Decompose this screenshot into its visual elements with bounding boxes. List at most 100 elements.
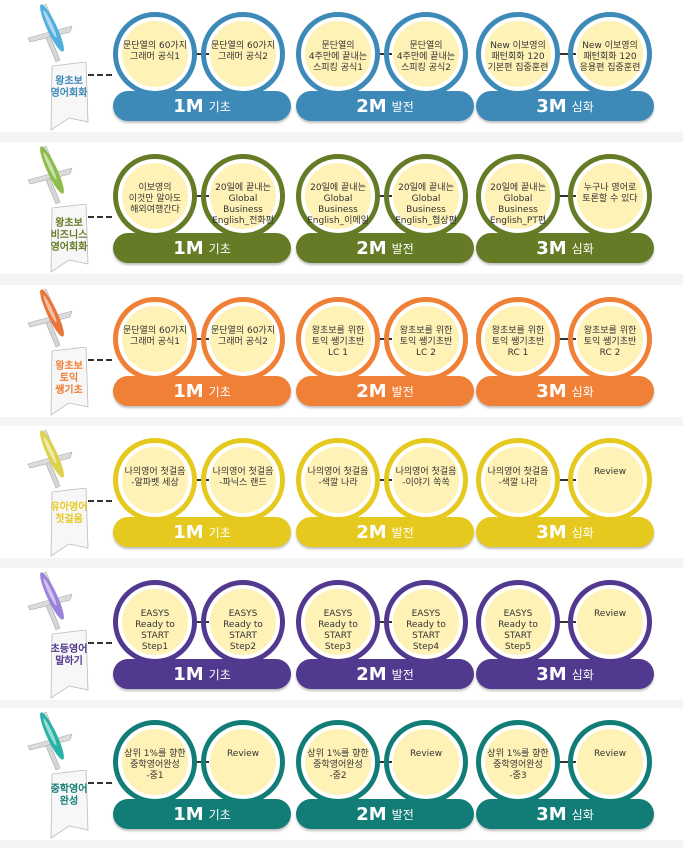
course-step[interactable]: 나의영어 첫걸음 -이야기 쏙쏙 — [384, 438, 468, 522]
course-step[interactable]: EASYS Ready to START Step4 — [384, 580, 468, 664]
course-step[interactable]: Review — [568, 438, 652, 522]
course-step-inner: 문단열의 4주만에 끝내는 스피킹 공식2 — [392, 20, 460, 88]
course-step[interactable]: 문단열의 60가지 그래머 공식2 — [201, 297, 285, 381]
course-step[interactable]: 누구나 영어로 토론할 수 있다 — [568, 154, 652, 238]
course-step[interactable]: Review — [568, 720, 652, 804]
course-step[interactable]: 왕초보를 위한 토익 쌩기초반 RC 2 — [568, 297, 652, 381]
course-step-label: Review — [226, 749, 260, 759]
stage-level: 기초 — [208, 99, 231, 114]
course-step[interactable]: 상위 1%를 향한 중학영어완성 -중3 — [476, 720, 560, 804]
course-step-inner: Review — [209, 728, 277, 796]
course-step[interactable]: EASYS Ready to START Step2 — [201, 580, 285, 664]
stage-level: 기초 — [208, 667, 231, 682]
stage-month: 3M — [536, 237, 567, 259]
course-step-inner: EASYS Ready to START Step2 — [209, 588, 277, 656]
course-step[interactable]: 왕초보를 위한 토익 쌩기초반 LC 2 — [384, 297, 468, 381]
course-banner — [50, 630, 89, 699]
course-step[interactable]: EASYS Ready to START Step3 — [296, 580, 380, 664]
stage-level: 심화 — [571, 384, 594, 399]
course-step-inner: 문단열의 60가지 그래머 공식2 — [209, 305, 277, 373]
course-step[interactable]: 나의영어 첫걸음 -알파벳 세상 — [113, 438, 197, 522]
course-step[interactable]: EASYS Ready to START Step1 — [113, 580, 197, 664]
course-step-inner: 문단열의 60가지 그래머 공식1 — [121, 305, 189, 373]
course-step-label: 누구나 영어로 토론할 수 있다 — [582, 183, 638, 204]
stage-level: 발전 — [391, 807, 414, 822]
stage-month: 2M — [356, 803, 387, 825]
stage-month: 1M — [173, 237, 204, 259]
course-step[interactable]: Review — [201, 720, 285, 804]
stage-level: 심화 — [571, 525, 594, 540]
course-step-label: 나의영어 첫걸음 -파닉스 랜드 — [212, 467, 274, 488]
circle-connector — [375, 195, 392, 197]
course-step-inner: Review — [576, 588, 644, 656]
course-step-inner: New 이보영의 패턴회화 120 응용편 집중훈련 — [576, 20, 644, 88]
course-step[interactable]: 왕초보를 위한 토익 쌩기초반 LC 1 — [296, 297, 380, 381]
course-step-inner: 상위 1%를 향한 중학영어완성 -중1 — [121, 728, 189, 796]
stage-bar: 2M 발전 — [296, 376, 474, 406]
course-step[interactable]: 상위 1%를 향한 중학영어완성 -중2 — [296, 720, 380, 804]
course-step[interactable]: 이보영의 이것만 알아도 해외여행간다 — [113, 154, 197, 238]
course-step[interactable]: 문단열의 4주만에 끝내는 스피킹 공식2 — [384, 12, 468, 96]
course-step-label: 나의영어 첫걸음 -알파벳 세상 — [124, 467, 186, 488]
course-step-label: 나의영어 첫걸음 -색깔 나라 — [307, 467, 369, 488]
stage-level: 발전 — [391, 241, 414, 256]
circle-connector — [559, 621, 576, 623]
stage-bar: 1M 기초 — [113, 799, 291, 829]
circle-connector — [375, 761, 392, 763]
course-step-label: Review — [593, 467, 627, 477]
course-step[interactable]: 20일에 끝내는 Global Business English_PT편 — [476, 154, 560, 238]
stage-month: 2M — [356, 380, 387, 402]
course-step[interactable]: 나의영어 첫걸음 -색깔 나라 — [296, 438, 380, 522]
stage-month: 3M — [536, 803, 567, 825]
course-name: 왕초보 영어회화 — [50, 76, 88, 99]
course-step[interactable]: 20일에 끝내는 Global Business English_전화편 — [201, 154, 285, 238]
course-step[interactable]: 문단열의 60가지 그래머 공식1 — [113, 12, 197, 96]
course-step-label: 상위 1%를 향한 중학영어완성 -중3 — [487, 749, 549, 781]
stage-month: 1M — [173, 95, 204, 117]
course-step-label: Review — [593, 749, 627, 759]
circle-connector — [192, 621, 209, 623]
stage-level: 기초 — [208, 807, 231, 822]
stage-bar: 1M 기초 — [113, 659, 291, 689]
course-step[interactable]: 문단열의 60가지 그래머 공식1 — [113, 297, 197, 381]
course-step-inner: 누구나 영어로 토론할 수 있다 — [576, 162, 644, 230]
course-step-label: 나의영어 첫걸음 -이야기 쏙쏙 — [395, 467, 457, 488]
airplane-icon — [27, 571, 73, 631]
course-name: 유아영어 첫걸음 — [50, 502, 88, 525]
dashed-connector — [88, 74, 112, 76]
course-step[interactable]: 20일에 끝내는 Global Business English_협상편 — [384, 154, 468, 238]
course-step[interactable]: 나의영어 첫걸음 -파닉스 랜드 — [201, 438, 285, 522]
course-step[interactable]: New 이보영의 패턴회화 120 기본편 집중훈련 — [476, 12, 560, 96]
course-step-inner: 문단열의 60가지 그래머 공식2 — [209, 20, 277, 88]
course-step[interactable]: 문단열의 60가지 그래머 공식2 — [201, 12, 285, 96]
course-step-label: 상위 1%를 향한 중학영어완성 -중2 — [307, 749, 369, 781]
dashed-connector — [88, 642, 112, 644]
stage-bar: 2M 발전 — [296, 799, 474, 829]
course-step-label: 문단열의 60가지 그래머 공식1 — [123, 326, 187, 347]
stage-bar: 2M 발전 — [296, 517, 474, 547]
course-step-inner: 20일에 끝내는 Global Business English_PT편 — [484, 162, 552, 230]
course-row: 왕초보 토익 쌩기초 문단열의 60가지 그래머 공식1 문단열의 60가지 그래머… — [0, 285, 683, 425]
course-step-label: EASYS Ready to START Step1 — [135, 609, 175, 652]
stage-bar: 3M 심화 — [476, 376, 654, 406]
stage-month: 3M — [536, 521, 567, 543]
stage-month: 3M — [536, 663, 567, 685]
stage-month: 2M — [356, 663, 387, 685]
stage-level: 발전 — [391, 99, 414, 114]
stage-bar: 1M 기초 — [113, 91, 291, 121]
course-step[interactable]: Review — [384, 720, 468, 804]
course-step[interactable]: 문단열의 4주만에 끝내는 스피킹 공식1 — [296, 12, 380, 96]
course-step[interactable]: Review — [568, 580, 652, 664]
course-step[interactable]: EASYS Ready to START Step5 — [476, 580, 560, 664]
course-step[interactable]: 나의영어 첫걸음 -색깔 나라 — [476, 438, 560, 522]
course-step-inner: 상위 1%를 향한 중학영어완성 -중3 — [484, 728, 552, 796]
course-step-inner: 문단열의 4주만에 끝내는 스피킹 공식1 — [304, 20, 372, 88]
course-step[interactable]: New 이보영의 패턴회화 120 응용편 집중훈련 — [568, 12, 652, 96]
course-step[interactable]: 20일에 끝내는 Global Business English_이메일 — [296, 154, 380, 238]
course-step-inner: 왕초보를 위한 토익 쌩기초반 RC 1 — [484, 305, 552, 373]
course-step[interactable]: 왕초보를 위한 토익 쌩기초반 RC 1 — [476, 297, 560, 381]
stage-bar: 1M 기초 — [113, 233, 291, 263]
circle-connector — [192, 761, 209, 763]
course-banner — [50, 770, 89, 839]
course-step[interactable]: 상위 1%를 향한 중학영어완성 -중1 — [113, 720, 197, 804]
